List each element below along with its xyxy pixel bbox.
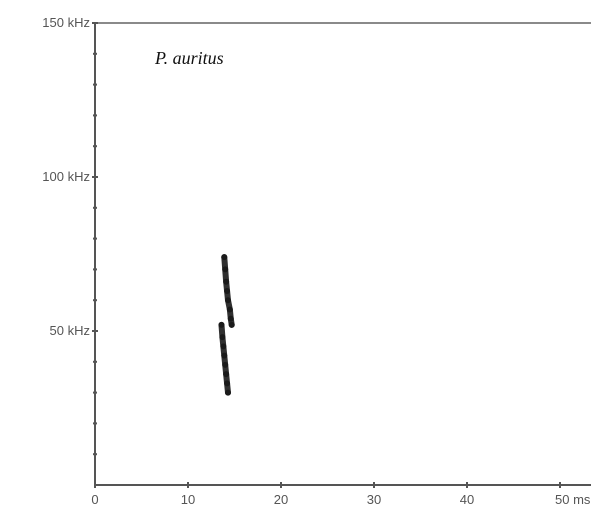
- y-tick-label: 50 kHz: [50, 323, 90, 338]
- x-tick-label: 50 ms: [555, 492, 591, 507]
- data-point: [228, 321, 235, 328]
- x-axis-ticks: 0 10 20 30 40 50 ms: [91, 482, 591, 507]
- y-axis-minor-ticks: [93, 52, 97, 456]
- x-tick-label: 40: [460, 492, 474, 507]
- data-point: [224, 380, 231, 387]
- call-traces: [218, 254, 235, 396]
- data-point: [221, 352, 228, 359]
- data-point: [220, 343, 227, 350]
- data-point: [222, 361, 229, 368]
- x-tick-label: 20: [274, 492, 288, 507]
- y-tick-label: 100 kHz: [42, 169, 90, 184]
- y-axis-ticks: 50 kHz 100 kHz 150 kHz: [42, 15, 98, 338]
- data-point: [224, 287, 231, 294]
- data-point: [224, 297, 231, 304]
- data-point: [224, 389, 231, 396]
- x-tick-label: 30: [367, 492, 381, 507]
- data-point: [222, 266, 229, 273]
- data-point: [223, 371, 230, 378]
- data-point: [221, 254, 228, 261]
- data-point: [227, 315, 234, 322]
- x-tick-label: 0: [91, 492, 98, 507]
- data-point: [223, 278, 230, 285]
- plot-frame: [94, 22, 591, 486]
- data-point: [218, 321, 225, 328]
- data-point: [226, 306, 233, 313]
- chart-title: P. auritus: [154, 48, 224, 68]
- x-tick-label: 10: [181, 492, 195, 507]
- y-tick-label: 150 kHz: [42, 15, 90, 30]
- data-point: [219, 334, 226, 341]
